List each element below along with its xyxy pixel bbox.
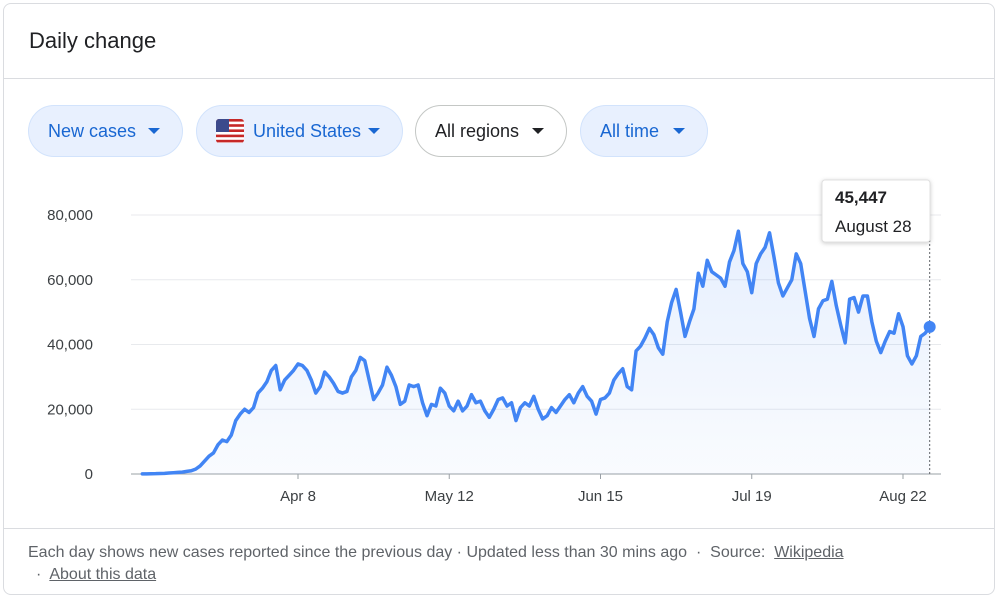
x-tick-label: May 12 (425, 488, 474, 505)
y-tick-label: 0 (85, 466, 93, 483)
dropdown-label: All time (600, 120, 660, 141)
source-link[interactable]: Wikipedia (774, 544, 844, 561)
source-label: Source: (710, 544, 766, 561)
caret (532, 128, 544, 134)
tooltip-date: August 28 (835, 217, 912, 236)
time-dropdown[interactable]: All time (580, 105, 708, 157)
hover-dot (923, 320, 936, 333)
divider (4, 528, 994, 529)
region-dropdown[interactable]: All regions (415, 105, 567, 157)
dropdown-label: New cases (48, 120, 137, 141)
footer-line: · About this data (36, 566, 156, 584)
caret (368, 128, 380, 134)
x-tick-label: Apr 8 (280, 488, 316, 505)
area (142, 231, 930, 474)
tooltip-value: 45,447 (835, 188, 887, 207)
separator: · (36, 566, 42, 583)
y-tick-label: 40,000 (47, 337, 93, 354)
divider (4, 78, 994, 79)
dropdown-label: All regions (435, 120, 520, 141)
x-tick-label: Jun 15 (578, 488, 623, 505)
line (140, 229, 932, 476)
about-link[interactable]: About this data (49, 566, 157, 583)
us-flag (216, 119, 244, 143)
separator: · (695, 544, 702, 561)
y-tick-label: 20,000 (47, 401, 93, 418)
y-tick-label: 80,000 (47, 207, 93, 224)
footer-note: Each day shows new cases reported since … (28, 544, 688, 561)
tooltip-box (821, 179, 931, 243)
metric-dropdown[interactable]: New cases (28, 105, 183, 157)
caret (148, 128, 160, 134)
card-title: Daily change (29, 28, 157, 53)
dropdown-label: United States (253, 120, 362, 141)
card: Daily change New cases United States All… (3, 3, 995, 595)
country-dropdown[interactable]: United States (196, 105, 403, 157)
y-tick-label: 60,000 (47, 272, 93, 289)
chart: 0 20,000 40,000 60,000 80,000 Apr 8 May 12 Jun … (47, 179, 941, 505)
x-tick-label: Jul 19 (732, 488, 772, 505)
footer-line: Each day shows new cases reported since … (28, 544, 844, 562)
caret (673, 128, 685, 134)
x-tick-label: Aug 22 (879, 488, 927, 505)
